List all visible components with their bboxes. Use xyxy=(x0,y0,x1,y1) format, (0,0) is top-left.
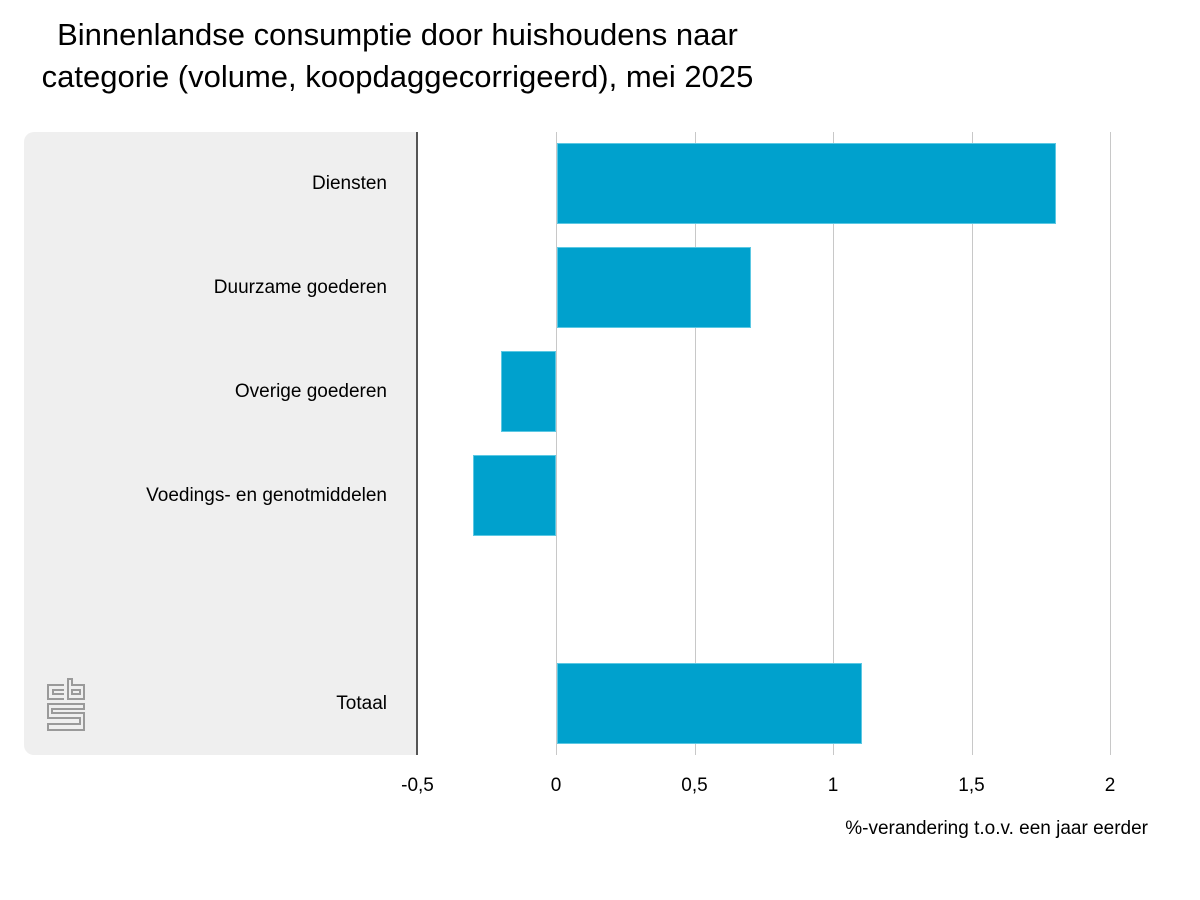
y-axis-line xyxy=(416,132,418,755)
bar-diensten[interactable] xyxy=(557,143,1056,224)
x-tick-label: 0 xyxy=(550,775,562,796)
x-tick-label: 2 xyxy=(1104,775,1116,796)
x-tick-label: 0,5 xyxy=(681,775,708,796)
category-label: Overige goederen xyxy=(234,381,387,402)
x-tick-label: 1 xyxy=(827,775,839,796)
category-label: Duurzame goederen xyxy=(213,277,387,298)
bar-overige-goederen[interactable] xyxy=(500,351,556,432)
chart-title: Binnenlandse consumptie door huishoudens… xyxy=(0,14,795,98)
bar-totaal[interactable] xyxy=(557,663,862,744)
x-tick-label: -0,5 xyxy=(401,775,434,796)
gridline xyxy=(833,132,834,755)
x-axis-label: %-verandering t.o.v. een jaar eerder xyxy=(845,818,1148,839)
category-label: Diensten xyxy=(312,173,387,194)
bar-duurzame-goederen[interactable] xyxy=(557,247,751,328)
x-tick-label: 1,5 xyxy=(958,775,985,796)
gridline xyxy=(972,132,973,755)
category-label: Voedings- en genotmiddelen xyxy=(146,485,387,506)
chart-title-line-2: categorie (volume, koopdaggecorrigeerd),… xyxy=(41,59,754,94)
gridline xyxy=(695,132,696,755)
category-label: Totaal xyxy=(336,693,387,714)
bar-voedings-en-genotmiddelen[interactable] xyxy=(472,455,556,536)
gridline xyxy=(556,132,557,755)
gridline xyxy=(1110,132,1111,755)
category-label-panel xyxy=(24,132,417,755)
chart-title-line-1: Binnenlandse consumptie door huishoudens… xyxy=(57,17,738,52)
cbs-logo-icon xyxy=(47,678,85,731)
